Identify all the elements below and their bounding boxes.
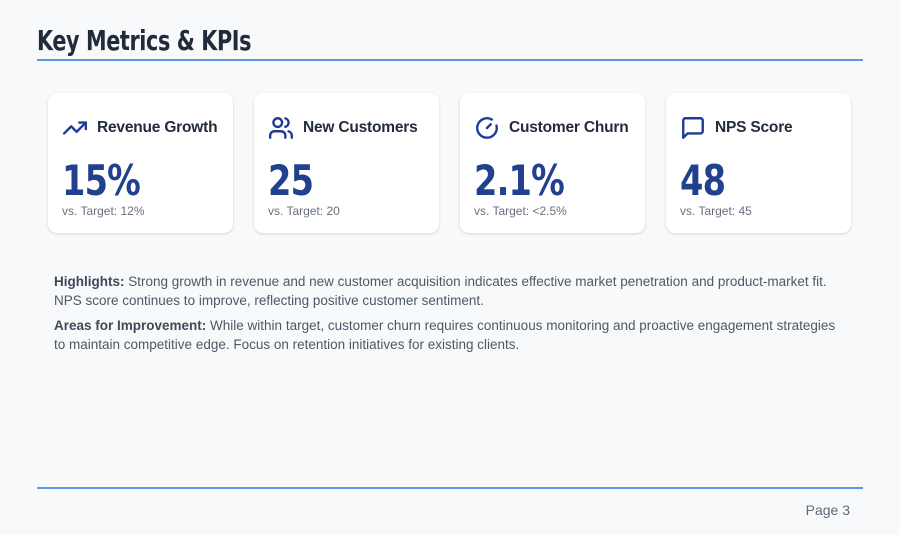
highlights-text: Strong growth in revenue and new custome… (54, 274, 827, 308)
metric-label: NPS Score (715, 119, 793, 136)
metric-target: vs. Target: 45 (680, 204, 752, 218)
metric-label: New Customers (303, 119, 418, 136)
highlights-paragraph: Highlights: Strong growth in revenue and… (54, 272, 848, 310)
kpi-slide: Key Metrics & KPIs Revenue Growth 15% vs… (0, 24, 900, 535)
page-title-text: Key Metrics & KPIs (37, 24, 252, 57)
metric-card-new-customers: New Customers 25 vs. Target: 20 (254, 93, 439, 233)
page-number-label: Page 3 (805, 502, 850, 518)
metric-target: vs. Target: 20 (268, 204, 340, 218)
highlights-label: Highlights: (54, 274, 125, 289)
metric-label: Customer Churn (509, 119, 629, 136)
improvement-label: Areas for Improvement: (54, 318, 207, 333)
metric-value: 15% (62, 156, 141, 205)
metric-value: 25 (268, 156, 314, 205)
metric-value: 2.1% (474, 156, 565, 205)
notes-section: Highlights: Strong growth in revenue and… (54, 272, 848, 354)
trending-up-icon (62, 115, 88, 141)
users-icon (268, 115, 294, 141)
footer-rule (37, 487, 863, 489)
metric-label: Revenue Growth (97, 119, 218, 136)
gauge-icon (474, 115, 500, 141)
page-title: Key Metrics & KPIs (37, 24, 863, 57)
metric-card-header: Customer Churn (474, 115, 631, 141)
improvement-paragraph: Areas for Improvement: While within targ… (54, 316, 848, 354)
metric-card-header: New Customers (268, 115, 425, 141)
slide-header: Key Metrics & KPIs (37, 24, 863, 61)
improvement-text: While within target, customer churn requ… (54, 318, 836, 352)
message-square-icon (680, 115, 706, 141)
metric-card-nps-score: NPS Score 48 vs. Target: 45 (666, 93, 851, 233)
metric-target: vs. Target: <2.5% (474, 204, 567, 218)
metric-card-header: Revenue Growth (62, 115, 219, 141)
metric-card-revenue-growth: Revenue Growth 15% vs. Target: 12% (48, 93, 233, 233)
metric-card-customer-churn: Customer Churn 2.1% vs. Target: <2.5% (460, 93, 645, 233)
metric-value: 48 (680, 156, 726, 205)
metric-target: vs. Target: 12% (62, 204, 145, 218)
metric-card-header: NPS Score (680, 115, 837, 141)
metric-cards-row: Revenue Growth 15% vs. Target: 12% New C… (48, 93, 852, 233)
